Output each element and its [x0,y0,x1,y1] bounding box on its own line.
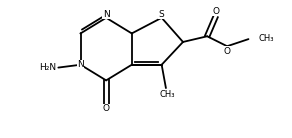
Text: N: N [103,10,110,19]
Text: O: O [224,47,231,56]
Text: H₂N: H₂N [39,63,56,72]
Text: O: O [212,7,219,16]
Text: CH₃: CH₃ [159,90,175,99]
Text: S: S [159,10,164,19]
Text: CH₃: CH₃ [258,34,274,43]
Text: O: O [103,104,110,113]
Text: N: N [77,60,84,69]
